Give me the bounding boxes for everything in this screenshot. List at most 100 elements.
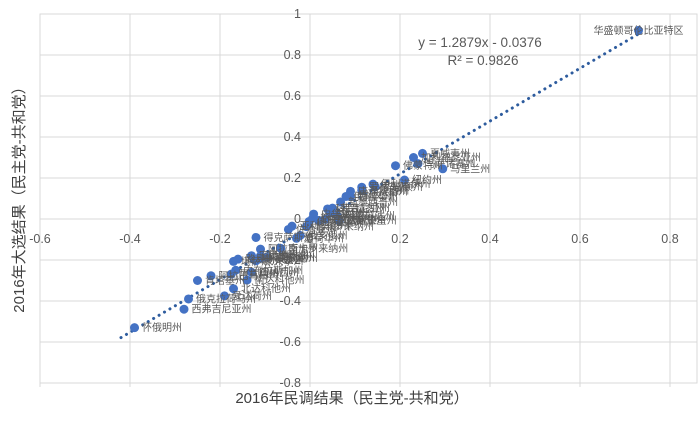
data-point-label: 犹他州 (268, 249, 298, 262)
data-point-label: 怀俄明州 (142, 322, 182, 334)
x-axis-tick-label: -0.2 (209, 232, 231, 246)
data-point-label: 康涅狄格州 (358, 185, 408, 198)
data-point (400, 175, 409, 185)
data-point (130, 323, 139, 333)
data-point-label: 阿拉巴马州 (219, 269, 269, 282)
data-point (325, 208, 335, 218)
data-point (413, 159, 423, 169)
data-point (242, 275, 252, 285)
data-point (341, 191, 351, 201)
data-point-label: 威斯康星州 (347, 214, 397, 227)
data-point-label: 马里兰州 (450, 162, 490, 175)
data-point (256, 244, 265, 254)
data-point-label: 西弗吉尼亚州 (192, 303, 252, 316)
data-point-label: 蒙大拿州 (264, 254, 304, 267)
data-point-label: 伊利诺伊州 (381, 179, 431, 191)
data-point (283, 224, 293, 234)
data-point (220, 291, 229, 301)
data-point (262, 252, 272, 262)
x-axis-tick-label: -0.6 (29, 232, 51, 246)
data-point-label: 弗吉尼亚州 (340, 202, 390, 215)
data-point-label: 加利福尼亚州 (421, 151, 481, 164)
data-point-label: 佛罗里达州 (317, 215, 367, 228)
data-point (229, 256, 238, 266)
y-axis-tick-label: 0.4 (284, 130, 301, 144)
data-point (206, 271, 216, 281)
data-point-label: 俄亥俄州 (308, 229, 348, 242)
x-axis-tick-label: 0.8 (661, 232, 678, 246)
y-axis-tick-label: -0.6 (279, 335, 301, 349)
data-point (301, 222, 311, 232)
y-axis-tick-label: 0.6 (284, 89, 301, 103)
data-point-label: 爱荷华州 (304, 232, 344, 245)
data-point-label: 纽约州 (412, 174, 442, 187)
y-axis-tick-label: 0.8 (284, 48, 301, 62)
data-point (634, 25, 643, 35)
data-point-label: 新罕布什尔州 (320, 212, 380, 225)
data-point (336, 197, 346, 207)
chart-generated-layer: -0.6 -0.4 -0.2 0 0.2 0.4 0.6 0.810.80.60.40.20-… (29, 7, 698, 390)
data-point (314, 215, 324, 225)
data-point (251, 232, 261, 242)
plot-border (39, 13, 698, 384)
data-point-label: 得克萨斯州 (264, 231, 314, 244)
data-point (276, 243, 286, 253)
data-point-label: 夏威夷州 (430, 147, 470, 160)
x-axis-tick-label: 0.6 (571, 232, 588, 246)
data-point-label: 肯塔基州 (205, 274, 245, 287)
data-point (193, 276, 202, 285)
data-point-label: 宾夕法尼亚州 (326, 214, 386, 227)
data-point (251, 256, 261, 266)
data-point-label: 堪萨斯州 (241, 255, 281, 268)
data-point (229, 284, 238, 294)
data-point-label: 密西西比州 (259, 249, 309, 262)
data-point-label: 爱达荷州 (232, 289, 272, 302)
x-axis-tick-label: -0.4 (119, 232, 141, 246)
data-point-label: 佐治亚州 (296, 223, 336, 236)
data-point-label: 华盛顿哥伦比亚特区 (594, 24, 684, 37)
data-point-label: 印第安纳州 (268, 252, 318, 265)
data-point-label: 科罗拉多州 (335, 202, 385, 215)
data-point-label: 北卡罗来纳州 (314, 220, 374, 233)
data-point (418, 148, 427, 158)
data-point-label: 新泽西州 (369, 184, 409, 197)
data-point (357, 185, 367, 195)
data-point (184, 294, 193, 304)
data-point (438, 164, 448, 174)
data-point-label: 阿肯色州 (239, 268, 279, 281)
y-axis-title: 2016年大选结果（民主党-共和党） (11, 79, 28, 312)
data-point (247, 267, 256, 277)
data-point-label: 阿拉斯加州 (268, 243, 318, 256)
data-point (391, 161, 400, 171)
y-axis-tick-label: -0.2 (279, 253, 301, 267)
y-axis-tick-label: 1 (294, 7, 301, 21)
y-axis-tick-label: -0.4 (279, 294, 301, 308)
data-point-label: 佛蒙特州 (403, 159, 443, 172)
data-point-label: 新墨西哥州 (348, 195, 398, 208)
data-point-label: 缅因州 (338, 207, 368, 220)
data-point-label: 亚利桑那州 (300, 221, 350, 233)
x-axis-tick-label: 0.4 (481, 232, 498, 246)
data-point-label: 田纳西州 (259, 266, 299, 279)
data-point-label: 内布拉斯加州 (243, 264, 303, 277)
x-axis-title: 2016年民调结果（民主党-共和党） (235, 390, 468, 407)
data-point (226, 269, 236, 279)
data-point (334, 216, 344, 226)
y-axis-tick-label: 0.2 (284, 171, 301, 185)
trendline-equation-label: y = 1.2879x - 0.0376 (418, 35, 541, 50)
y-axis-tick-label: 0 (294, 212, 301, 226)
data-point-label: 路易斯安那州 (246, 253, 306, 266)
x-axis-tick-label: 0 (307, 232, 314, 246)
data-point-label: 密苏里州 (275, 251, 315, 264)
data-point-label: 密歇根州 (333, 213, 373, 226)
data-point (179, 304, 189, 314)
data-point (368, 179, 378, 189)
trendline-r-squared-label: R² = 0.9826 (448, 53, 519, 68)
data-point-label: 罗德岛州 (369, 181, 409, 194)
data-point-label: 马萨诸塞州 (426, 157, 476, 170)
data-point-label: 俄克拉荷马州 (196, 292, 256, 305)
data-point-label: 内华达州 (321, 208, 361, 221)
data-point (320, 214, 330, 224)
x-axis-tick-label: 0.2 (391, 232, 408, 246)
